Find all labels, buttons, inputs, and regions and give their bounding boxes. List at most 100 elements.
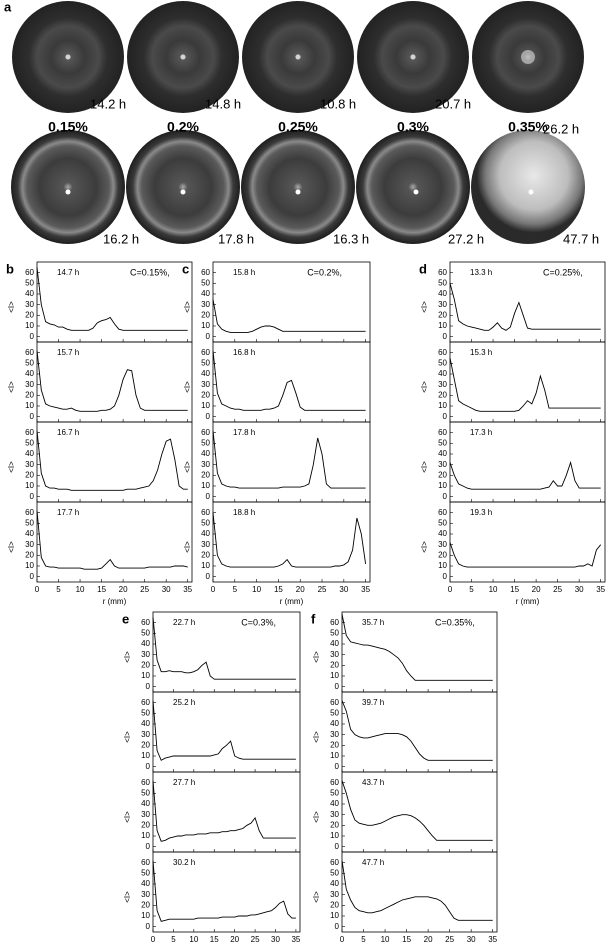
x-tick-label: 30 [575,585,584,594]
series-label: 18.8 h [233,508,255,517]
center-spot [180,189,186,195]
x-tick-label: 0 [35,585,40,594]
y-tick-label: 60 [438,508,447,517]
profile-line [341,780,493,841]
y-tick-label: 20 [201,390,210,399]
panel-title: C=0.25%, [543,267,583,277]
y-axis-label: <I> [123,891,132,903]
y-tick-label: 10 [330,831,339,840]
y-tick-label: 50 [141,708,150,717]
y-tick-label: 50 [330,708,339,717]
panel-label: b [6,261,14,276]
y-tick-label: 0 [30,332,35,341]
y-tick-label: 0 [206,332,211,341]
y-tick-label: 50 [25,518,34,527]
x-tick-label: 25 [140,585,149,594]
y-tick-label: 10 [438,321,447,330]
y-tick-label: 10 [438,401,447,410]
series-label: 27.7 h [173,778,195,787]
x-tick-label: 35 [361,585,370,594]
x-tick-label: 5 [469,585,474,594]
y-tick-label: 30 [141,810,150,819]
plot-frame [449,501,606,583]
center-spot [295,54,301,60]
y-tick-label: 30 [438,460,447,469]
x-tick-label: 20 [296,585,305,594]
y-tick-label: 50 [25,358,34,367]
y-tick-label: 20 [438,550,447,559]
y-tick-label: 20 [25,390,34,399]
y-axis-label: <I> [183,301,192,313]
y-tick-label: 40 [438,529,447,538]
y-tick-label: 10 [201,321,210,330]
y-tick-label: 30 [25,300,34,309]
y-tick-label: 0 [335,922,340,931]
y-axis-label: <I> [183,461,192,473]
y-axis-label: <I> [7,301,16,313]
time-label: 17.8 h [218,231,254,246]
concentration-label: 0.25% [278,119,318,135]
profile-line [152,860,296,922]
center-spot [65,189,71,195]
y-tick-label: 60 [25,268,34,277]
panel-title: C=0.2%, [307,267,342,277]
series-label: 17.8 h [233,428,255,437]
y-tick-label: 30 [141,650,150,659]
y-tick-label: 60 [201,268,210,277]
y-tick-label: 30 [201,380,210,389]
profile-line [212,299,366,333]
y-tick-label: 40 [25,369,34,378]
y-tick-label: 30 [330,650,339,659]
x-tick-label: 10 [76,585,85,594]
y-axis-label: <I> [123,811,132,823]
y-tick-label: 0 [206,412,211,421]
time-label: 16.3 h [333,231,369,246]
plot-frame [36,501,193,583]
y-tick-label: 60 [330,698,339,707]
y-tick-label: 50 [141,868,150,877]
y-tick-label: 60 [438,268,447,277]
y-axis-label: <I> [312,731,321,743]
x-tick-label: 30 [339,585,348,594]
y-tick-label: 20 [438,470,447,479]
y-tick-label: 10 [201,481,210,490]
series-label: 14.7 h [57,268,79,277]
y-tick-label: 20 [141,900,150,909]
y-tick-label: 0 [30,492,35,501]
x-tick-label: 25 [251,935,260,944]
y-tick-label: 40 [25,289,34,298]
y-tick-label: 60 [201,508,210,517]
y-tick-label: 0 [443,572,448,581]
y-tick-label: 30 [201,540,210,549]
y-tick-label: 0 [30,412,35,421]
y-axis-label: <I> [123,731,132,743]
x-tick-label: 20 [119,585,128,594]
y-axis-label: <I> [7,381,16,393]
y-tick-label: 0 [443,332,448,341]
x-tick-label: 5 [171,935,176,944]
panel-title: C=0.15%, [130,267,170,277]
x-tick-label: 15 [210,935,219,944]
sample-image [241,130,355,244]
series-label: 15.7 h [57,348,79,357]
y-tick-label: 20 [438,310,447,319]
series-label: 16.7 h [57,428,79,437]
y-tick-label: 10 [201,401,210,410]
panel-label: a [4,0,12,14]
y-tick-label: 0 [206,492,211,501]
y-tick-label: 20 [330,820,339,829]
y-tick-label: 50 [201,278,210,287]
series-label: 22.7 h [173,618,195,627]
y-axis-label: <I> [312,651,321,663]
y-tick-label: 10 [201,561,210,570]
sample-image [356,130,470,244]
series-label: 19.3 h [470,508,492,517]
y-tick-label: 20 [201,310,210,319]
y-tick-label: 50 [25,278,34,287]
time-label: 14.2 h [90,96,126,111]
y-tick-label: 40 [330,879,339,888]
y-tick-label: 10 [438,561,447,570]
y-tick-label: 50 [141,788,150,797]
y-tick-label: 30 [25,540,34,549]
